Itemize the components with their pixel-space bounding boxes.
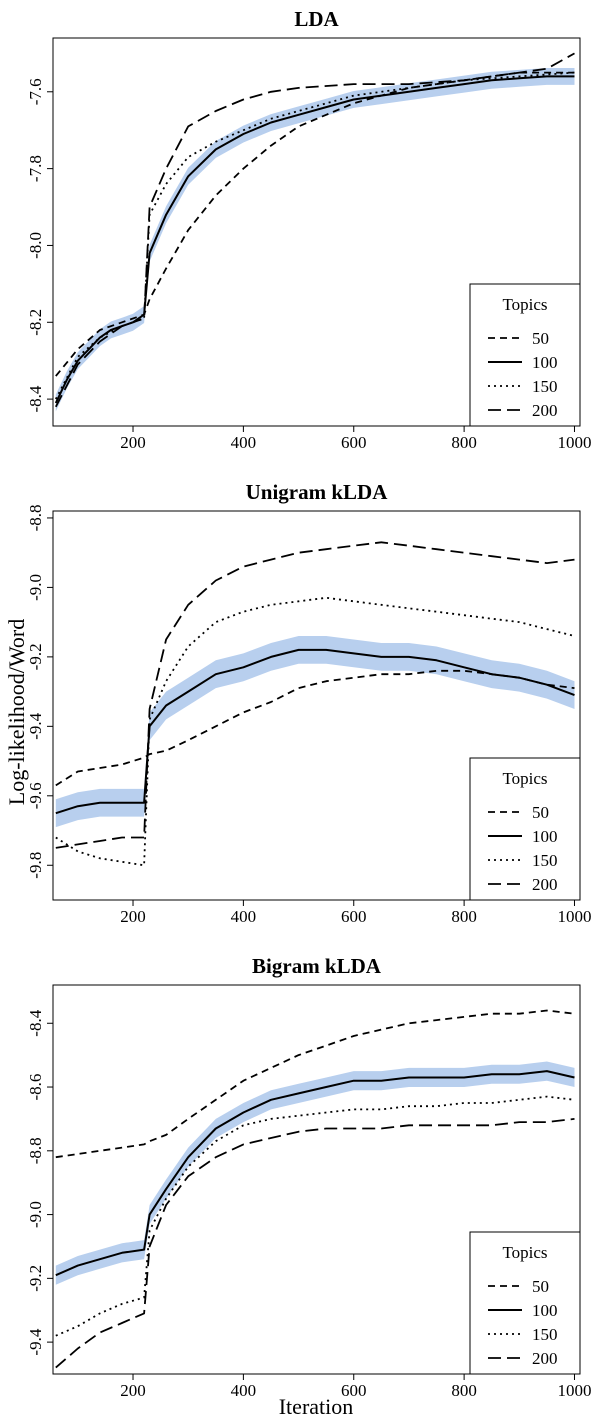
legend-entry-150: 150 [532, 377, 558, 396]
legend: Topics 50 100 150 200 [469, 1231, 581, 1375]
legend-entry-150: 150 [532, 851, 558, 870]
series-line-150 [55, 71, 575, 400]
panels: LDA 200 400 600 800 1000 -8.4 -8.2 -8.0 -7.8 -7.6 T… [26, 7, 591, 1400]
series-line-200 [55, 1118, 575, 1369]
y-tick-label: -9.0 [26, 574, 45, 601]
legend-entry-150: 150 [532, 1325, 558, 1344]
y-tick-label: -8.2 [26, 309, 45, 336]
y-tick-label: -7.8 [26, 155, 45, 182]
x-axis-label: Iteration [279, 1394, 354, 1419]
legend-entry-100: 100 [532, 827, 558, 846]
x-tick-label: 1000 [557, 907, 591, 926]
series-line-150 [55, 1095, 575, 1337]
y-tick-label: -8.8 [26, 504, 45, 531]
legend-title: Topics [502, 769, 547, 788]
legend-entry-200: 200 [532, 1349, 558, 1368]
panel-1: LDA 200 400 600 800 1000 -8.4 -8.2 -8.0 -7.8 -7.6 T… [26, 7, 591, 452]
x-tick-label: 800 [451, 907, 477, 926]
series-line-200 [55, 541, 575, 849]
x-tick-label: 600 [341, 433, 367, 452]
chart-title: LDA [294, 7, 339, 31]
plot-frame [52, 37, 581, 427]
series-line-100 [55, 648, 575, 815]
x-tick-label: 200 [120, 907, 146, 926]
x-tick-label: 400 [231, 433, 257, 452]
legend-box [469, 1231, 581, 1375]
y-tick-label: -9.6 [26, 782, 45, 809]
x-tick-label: 200 [120, 1381, 146, 1400]
chart-title: Bigram kLDA [252, 954, 382, 978]
y-tick-label: -8.6 [26, 1074, 45, 1101]
legend: Topics 50 100 150 200 [469, 757, 581, 901]
x-tick-label: 800 [451, 1381, 477, 1400]
legend-entry-200: 200 [532, 401, 558, 420]
y-tick-label: -8.4 [26, 1009, 45, 1036]
legend-entry-50: 50 [532, 329, 549, 348]
legend-title: Topics [502, 295, 547, 314]
y-tick-label: -8.8 [26, 1137, 45, 1164]
panel-2: Unigram kLDA 200 400 600 800 1000 -9.8 -9.6 -9.4… [26, 480, 591, 926]
y-tick-label: -9.4 [26, 712, 45, 739]
legend-entry-50: 50 [532, 803, 549, 822]
x-tick-label: 1000 [557, 1381, 591, 1400]
x-tick-label: 400 [231, 1381, 257, 1400]
confidence-band [55, 636, 575, 828]
y-tick-label: -7.6 [26, 78, 45, 105]
x-tick-label: 600 [341, 907, 367, 926]
legend-entry-100: 100 [532, 353, 558, 372]
series-line-50 [55, 1009, 575, 1159]
y-tick-label: -9.8 [26, 852, 45, 879]
legend-title: Topics [502, 1243, 547, 1262]
series-line-200 [55, 52, 575, 408]
legend: Topics 50 100 150 200 [469, 283, 581, 427]
y-tick-label: -8.0 [26, 232, 45, 259]
plot-frame [52, 510, 581, 901]
legend-box [469, 283, 581, 427]
x-tick-label: 600 [341, 1381, 367, 1400]
legend-entry-200: 200 [532, 875, 558, 894]
y-tick-label: -8.4 [26, 385, 45, 412]
y-tick-label: -9.2 [26, 1265, 45, 1292]
legend-entry-50: 50 [532, 1277, 549, 1296]
y-axis-label: Log-likelihood/Word [4, 619, 29, 805]
plot-frame [52, 984, 581, 1375]
x-tick-label: 1000 [557, 433, 591, 452]
x-tick-label: 200 [120, 433, 146, 452]
y-tick-label: -9.4 [26, 1328, 45, 1355]
chart-title: Unigram kLDA [246, 480, 389, 504]
series-line-100 [55, 1070, 575, 1277]
legend-entry-100: 100 [532, 1301, 558, 1320]
panel-3: Bigram kLDA 200 400 600 800 1000 -9.4 -9.2 -9.0 -… [26, 954, 591, 1400]
y-tick-label: -9.2 [26, 643, 45, 670]
confidence-band [55, 1061, 575, 1285]
x-tick-label: 800 [451, 433, 477, 452]
legend-box [469, 757, 581, 901]
x-tick-label: 400 [231, 907, 257, 926]
y-tick-label: -9.0 [26, 1201, 45, 1228]
series-line-50 [55, 669, 575, 787]
